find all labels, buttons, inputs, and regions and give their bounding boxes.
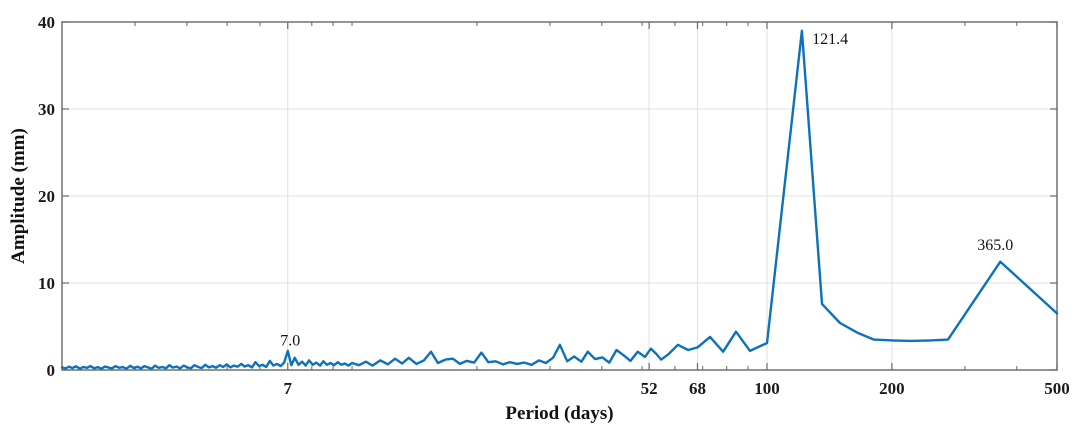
y-tick-label-0: 0: [47, 361, 56, 380]
label-layer: 7 52 68 100 200 500 0 10 20 30 40 Period (days) Ampl…: [8, 13, 1070, 424]
peak-annotation-365-0: 365.0: [977, 237, 1013, 254]
x-tick-label-500: 500: [1044, 379, 1070, 398]
y-tick-label-10: 10: [38, 274, 55, 293]
x-tick-label-68: 68: [689, 379, 706, 398]
x-tick-label-52: 52: [641, 379, 658, 398]
y-axis-label: Amplitude (mm): [8, 128, 29, 264]
y-tick-label-20: 20: [38, 187, 55, 206]
annotation-layer: 7.0 121.4 365.0: [280, 31, 1013, 350]
axes-border-layer: [61, 21, 1058, 371]
grid-layer: [62, 21, 1058, 370]
x-axis-label: Period (days): [505, 403, 613, 424]
y-tick-label-30: 30: [38, 100, 55, 119]
peak-annotation-121-4: 121.4: [812, 31, 848, 48]
x-tick-label-7: 7: [284, 379, 293, 398]
series-layer: [60, 29, 1059, 370]
x-tick-label-200: 200: [879, 379, 905, 398]
axes-border: [61, 21, 1058, 371]
series-amplitude-spectrum: [60, 29, 1059, 370]
y-tick-label-40: 40: [38, 13, 55, 32]
x-tick-label-100: 100: [754, 379, 780, 398]
peak-annotation-7-0: 7.0: [280, 333, 300, 350]
